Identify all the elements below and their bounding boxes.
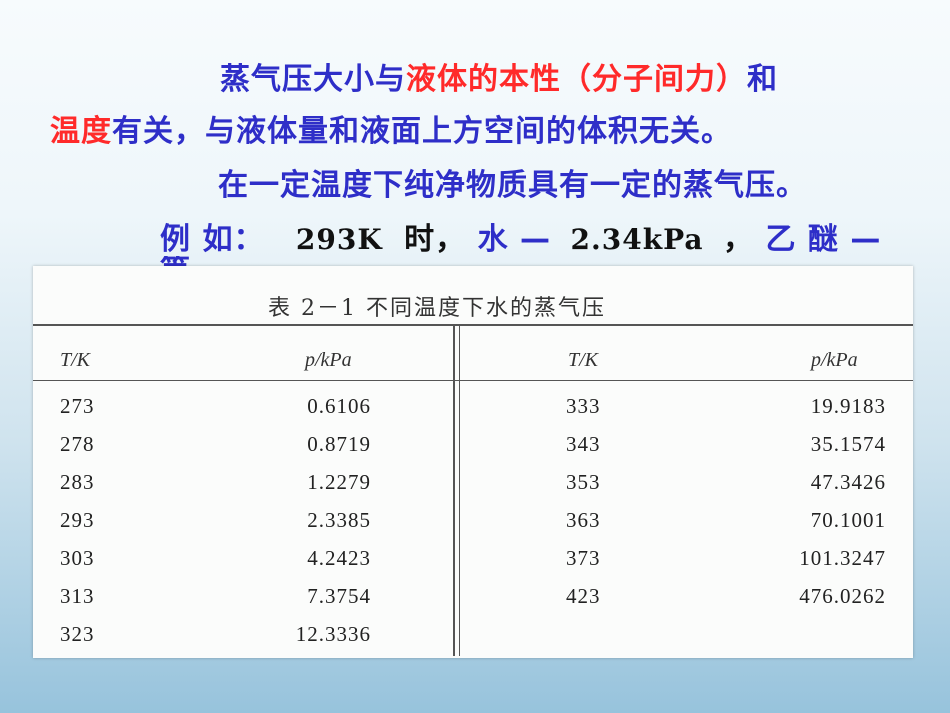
- table-divider-right: [459, 326, 460, 656]
- table-cell-temperature: 333: [566, 394, 601, 418]
- paragraph-1-line-1: 蒸气压大小与液体的本性（分子间力）和: [220, 54, 778, 98]
- header-p-left: p/kPa: [305, 349, 352, 371]
- text-vapor-pressure: 蒸气压大小与: [220, 62, 406, 97]
- table-cell-pressure: 0.6106: [307, 394, 371, 418]
- paragraph-2: 在一定温度下纯净物质具有一定的蒸气压。: [218, 160, 807, 204]
- table-divider-left: [453, 326, 455, 656]
- table-cell-temperature: 293: [60, 508, 95, 532]
- text-and: 和: [747, 62, 778, 97]
- table-cell-pressure: 35.1574: [810, 432, 886, 456]
- example-temperature: 293K: [295, 223, 383, 256]
- example-water: 水 —: [477, 222, 552, 257]
- table-cell-temperature: 353: [566, 470, 601, 494]
- table-cell-pressure: 12.3336: [295, 622, 371, 646]
- header-t-right: T/K: [568, 349, 599, 371]
- table-cell-pressure: 19.9183: [810, 394, 886, 418]
- table-cell-temperature: 273: [60, 394, 95, 418]
- table-cell-temperature: 278: [60, 432, 95, 456]
- table-caption: 表 2－1 不同温度下水的蒸气压: [268, 296, 606, 321]
- example-water-value: 2.34kPa: [570, 223, 704, 256]
- text-temperature: 温度: [50, 114, 112, 149]
- table-cell-pressure: 47.3426: [810, 470, 886, 494]
- text-pure-substance: 在一定温度下纯净物质具有一定的蒸气压。: [218, 168, 807, 203]
- table-cell-pressure: 4.2423: [307, 546, 371, 570]
- table-top-rule: [33, 324, 913, 326]
- example-label: 例 如：: [160, 222, 265, 257]
- table-cell-temperature: 423: [566, 584, 601, 608]
- table-cell-pressure: 476.0262: [799, 584, 886, 608]
- table-cell-temperature: 303: [60, 546, 95, 570]
- table-cell-temperature: 313: [60, 584, 95, 608]
- example-ether: 乙 醚 —: [765, 222, 882, 257]
- table-cell-temperature: 363: [566, 508, 601, 532]
- table-cell-temperature: 343: [566, 432, 601, 456]
- text-related: 有关，与液体量和液面上方空间的体积无关。: [112, 114, 732, 149]
- example-line: 例 如： 293K 时， 水 — 2.34kPa ， 乙 醚 —: [160, 214, 881, 258]
- table-cell-pressure: 1.2279: [307, 470, 371, 494]
- table-header-rule: [33, 380, 913, 381]
- text-liquid-nature: 液体的本性（分子间力）: [406, 62, 747, 97]
- table-cell-temperature: 373: [566, 546, 601, 570]
- example-shi: 时，: [404, 222, 467, 257]
- example-comma: ，: [723, 222, 755, 257]
- table-cell-pressure: 70.1001: [810, 508, 886, 532]
- table-cell-pressure: 101.3247: [799, 546, 886, 570]
- header-p-right: p/kPa: [811, 349, 858, 371]
- table-cell-temperature: 323: [60, 622, 95, 646]
- table-cell-pressure: 0.8719: [307, 432, 371, 456]
- table-cell-temperature: 283: [60, 470, 95, 494]
- table-cell-pressure: 2.3385: [307, 508, 371, 532]
- paragraph-1-line-2: 温度有关，与液体量和液面上方空间的体积无关。: [50, 106, 732, 150]
- vapor-pressure-table: 表 2－1 不同温度下水的蒸气压 T/K p/kPa T/K p/kPa 273…: [33, 266, 913, 658]
- header-t-left: T/K: [60, 349, 91, 371]
- table-cell-pressure: 7.3754: [307, 584, 371, 608]
